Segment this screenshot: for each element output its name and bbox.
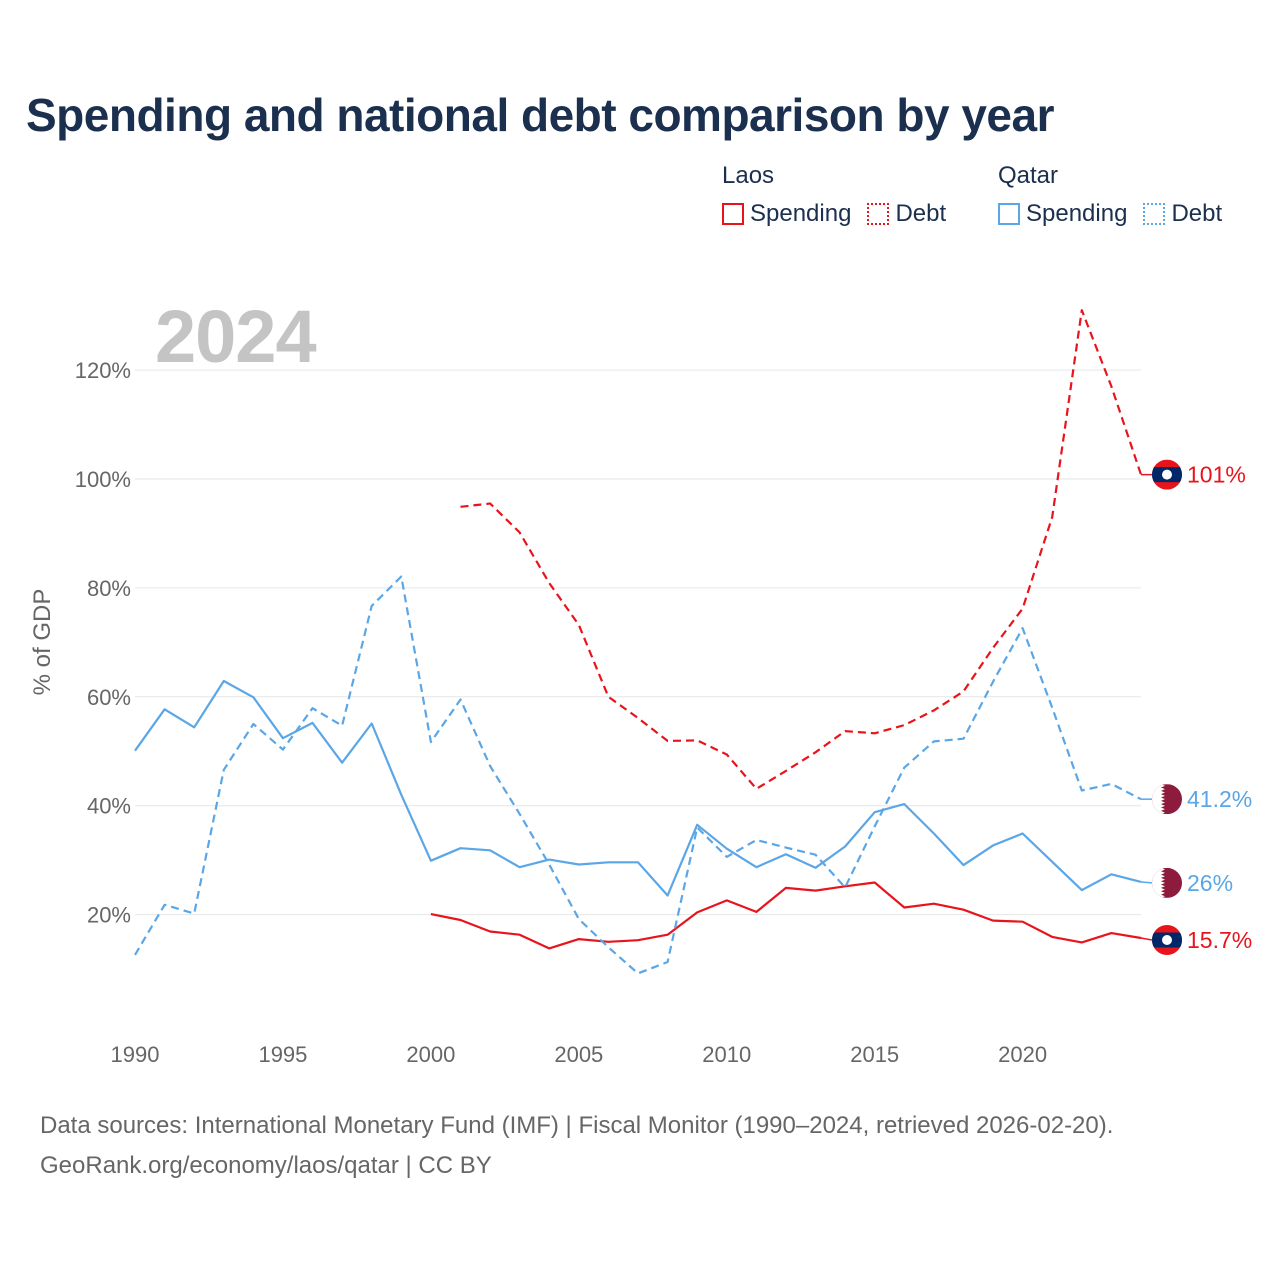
laos-flag-icon <box>1152 459 1182 490</box>
series-line-qatar-debt[interactable] <box>134 575 1142 975</box>
x-tick-label: 2015 <box>850 1042 899 1067</box>
legend-label: Spending <box>750 200 852 227</box>
series-line-laos-debt[interactable] <box>460 309 1143 790</box>
y-tick-label: 40% <box>87 794 131 819</box>
x-tick-label: 2000 <box>406 1042 455 1067</box>
laos-flag-icon <box>1152 925 1182 956</box>
legend-item-laos-spending[interactable]: Spending <box>722 200 851 228</box>
end-value-label: 15.7% <box>1187 927 1252 953</box>
legend-item-laos-debt[interactable]: Debt <box>867 200 946 228</box>
legend-label: Debt <box>895 200 947 227</box>
year-label: 2024 <box>155 295 317 378</box>
attribution-link[interactable]: GeoRank.org/economy/laos/qatar | CC BY <box>40 1152 492 1179</box>
end-connector <box>1140 881 1153 884</box>
grid-lines <box>135 369 1141 916</box>
x-axis-ticks: 1990 1995 2000 2005 2010 2015 2020 <box>111 1042 1048 1067</box>
y-axis-label: % of GDP <box>29 589 56 696</box>
end-markers: 101% 15.7% 41.2% 26% <box>1140 459 1252 956</box>
series-line-qatar-spending[interactable] <box>134 679 1142 897</box>
qatar-flag-icon <box>1152 867 1182 898</box>
legend-label: Debt <box>1171 200 1223 227</box>
y-tick-label: 60% <box>87 685 131 710</box>
x-tick-label: 1995 <box>258 1042 307 1067</box>
y-tick-label: 100% <box>75 467 131 492</box>
y-tick-label: 120% <box>75 358 131 383</box>
series-line-laos-spending[interactable] <box>430 881 1142 950</box>
legend-label: Spending <box>1026 200 1128 227</box>
legend-group-qatar-name: Qatar <box>998 162 1059 189</box>
chart-title: Spending and national debt comparison by… <box>26 89 1055 141</box>
x-tick-label: 1990 <box>111 1042 160 1067</box>
y-tick-label: 20% <box>87 903 131 928</box>
legend-swatch-solid-icon <box>722 203 744 225</box>
series-lines <box>134 309 1143 975</box>
legend-swatch-dotted-icon <box>867 203 890 225</box>
y-axis-ticks: 20% 40% 60% 80% 100% 120% <box>75 358 131 928</box>
x-tick-label: 2005 <box>554 1042 603 1067</box>
legend-swatch-solid-icon <box>998 203 1020 225</box>
x-tick-label: 2010 <box>702 1042 751 1067</box>
x-tick-label: 2020 <box>998 1042 1047 1067</box>
end-value-label: 101% <box>1187 462 1246 488</box>
legend-item-qatar-spending[interactable]: Spending <box>998 200 1127 228</box>
end-value-label: 26% <box>1187 870 1233 896</box>
data-source-note: Data sources: International Monetary Fun… <box>40 1112 1114 1139</box>
footer: Data sources: International Monetary Fun… <box>40 1106 1113 1186</box>
end-connector <box>1140 937 1153 941</box>
qatar-flag-icon <box>1152 784 1182 815</box>
end-value-label: 41.2% <box>1187 786 1252 812</box>
legend-group-qatar: Qatar Spending Debt <box>998 162 1238 228</box>
legend-item-qatar-debt[interactable]: Debt <box>1143 200 1222 228</box>
legend-group-laos-name: Laos <box>722 162 775 189</box>
legend-swatch-dotted-icon <box>1143 203 1166 225</box>
legend-group-laos: Laos Spending Debt <box>722 162 962 228</box>
y-tick-label: 80% <box>87 576 131 601</box>
